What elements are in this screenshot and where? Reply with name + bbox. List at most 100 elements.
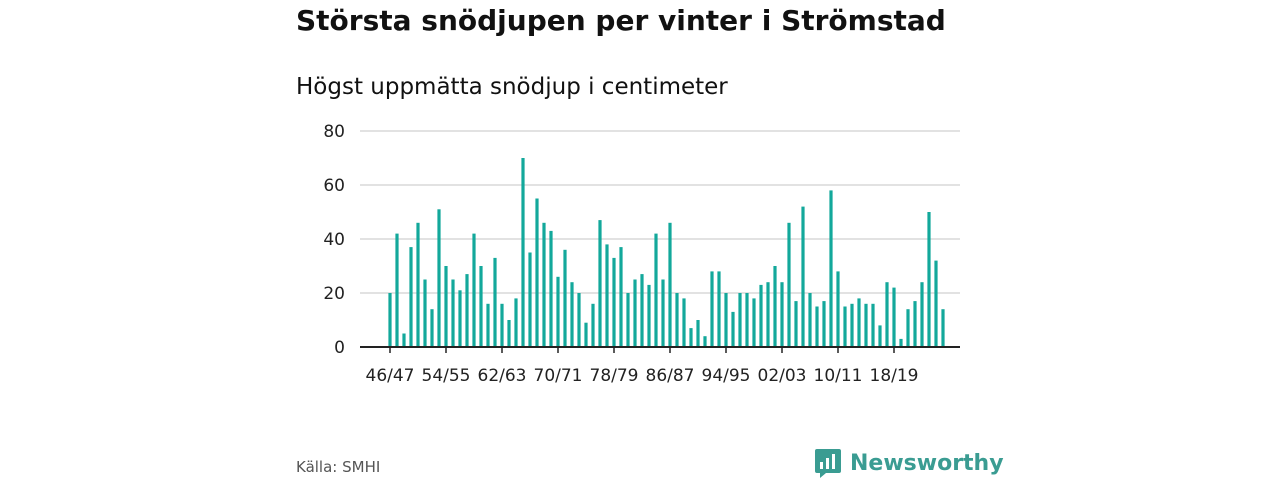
bar — [437, 209, 441, 347]
x-tick-label: 10/11 — [814, 366, 863, 386]
bar — [521, 158, 525, 347]
bar — [913, 301, 917, 347]
bar — [682, 298, 686, 347]
bar — [654, 233, 658, 347]
bar — [633, 279, 637, 347]
bar — [836, 271, 840, 347]
bar — [780, 282, 784, 347]
bar — [759, 284, 763, 347]
bar — [605, 244, 609, 347]
x-tick-label: 62/63 — [478, 366, 527, 386]
bar — [472, 233, 476, 347]
bar — [563, 249, 567, 347]
bar-chart-speech-bubble-icon — [815, 449, 841, 478]
bar — [808, 293, 812, 347]
bar — [507, 320, 511, 347]
y-tick-label: 60 — [323, 176, 345, 196]
bar — [626, 293, 630, 347]
bar — [444, 266, 448, 347]
y-tick-label: 80 — [323, 122, 345, 142]
bar — [500, 303, 504, 347]
bar — [794, 301, 798, 347]
bar — [528, 252, 532, 347]
bar — [710, 271, 714, 347]
bar — [409, 247, 413, 347]
bar — [920, 282, 924, 347]
bar — [745, 293, 749, 347]
brand-name: Newsworthy — [850, 450, 1004, 476]
bar — [577, 293, 581, 347]
bar — [801, 206, 805, 347]
bar — [857, 298, 861, 347]
x-tick-label: 78/79 — [590, 366, 639, 386]
x-tick-label: 02/03 — [758, 366, 807, 386]
bar — [696, 320, 700, 347]
bar — [773, 266, 777, 347]
bar — [493, 257, 497, 347]
bar — [878, 325, 882, 347]
bar — [584, 322, 588, 347]
bar — [640, 274, 644, 347]
bar — [885, 282, 889, 347]
bar — [892, 287, 896, 347]
bar — [591, 303, 595, 347]
bar — [864, 303, 868, 347]
bar — [395, 233, 399, 347]
bar — [458, 290, 462, 347]
gridlines — [360, 130, 960, 294]
bar — [465, 274, 469, 347]
bar — [752, 298, 756, 347]
bar — [486, 303, 490, 347]
brand-logo: Newsworthy — [814, 446, 1004, 480]
bar — [927, 212, 931, 347]
bar — [829, 190, 833, 347]
x-axis-tick-labels: 46/47 54/55 62/63 70/71 78/79 86/87 94/95 02/03… — [366, 366, 919, 386]
bar — [549, 230, 553, 347]
bar — [815, 306, 819, 347]
bar — [430, 309, 434, 347]
bar — [598, 220, 602, 347]
x-tick-label: 70/71 — [534, 366, 583, 386]
bar — [416, 222, 420, 347]
bar — [612, 257, 616, 347]
x-tick-label: 18/19 — [870, 366, 919, 386]
bars — [388, 158, 945, 347]
bar — [941, 309, 945, 347]
bar — [738, 293, 742, 347]
bar — [703, 336, 707, 347]
bar — [514, 298, 518, 347]
bar — [619, 247, 623, 347]
bar — [479, 266, 483, 347]
bar — [731, 311, 735, 347]
bar — [843, 306, 847, 347]
bar — [766, 282, 770, 347]
x-tick-label: 46/47 — [366, 366, 415, 386]
x-tick-label: 94/95 — [702, 366, 751, 386]
bar — [647, 284, 651, 347]
y-tick-label: 0 — [334, 338, 345, 358]
y-axis-tick-labels: 0 20 40 60 80 — [323, 122, 345, 358]
bar — [934, 260, 938, 347]
bar — [871, 303, 875, 347]
bar — [717, 271, 721, 347]
bar — [570, 282, 574, 347]
source-note: Källa: SMHI — [296, 458, 381, 476]
bar — [787, 222, 791, 347]
bar — [906, 309, 910, 347]
bar — [661, 279, 665, 347]
bar — [689, 328, 693, 347]
bar — [542, 222, 546, 347]
bar — [668, 222, 672, 347]
bar — [535, 198, 539, 347]
bar — [822, 301, 826, 347]
x-axis-ticks — [389, 347, 895, 353]
bar — [451, 279, 455, 347]
chart-title: Största snödjupen per vinter i Strömstad — [296, 4, 946, 37]
chart-subtitle: Högst uppmätta snödjup i centimeter — [296, 74, 728, 100]
bar — [675, 293, 679, 347]
x-tick-label: 86/87 — [646, 366, 695, 386]
bar — [402, 333, 406, 347]
bar — [850, 303, 854, 347]
bar — [423, 279, 427, 347]
